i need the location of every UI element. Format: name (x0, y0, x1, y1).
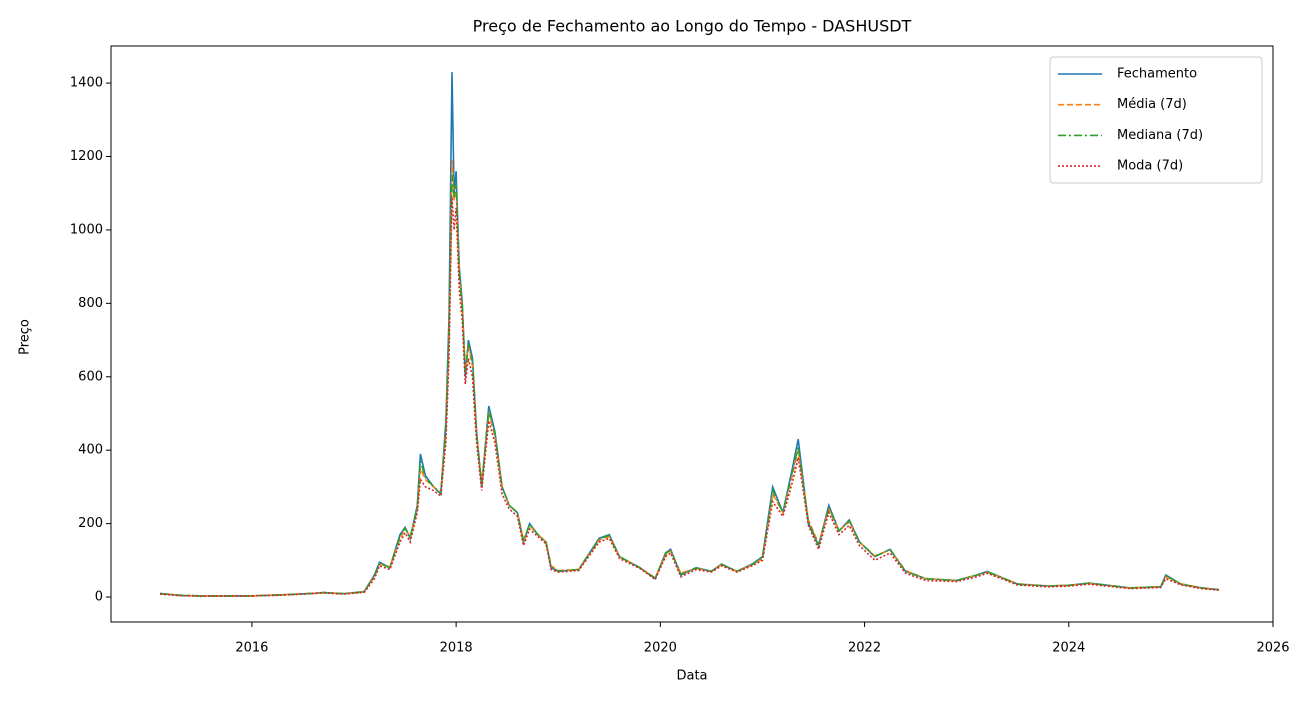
x-tick-label: 2024 (1052, 641, 1085, 656)
y-tick-label: 400 (78, 443, 103, 458)
y-tick-label: 800 (78, 296, 103, 311)
y-tick-label: 600 (78, 369, 103, 384)
y-tick-label: 1000 (70, 222, 103, 237)
y-tick-label: 1200 (70, 149, 103, 164)
legend-label: Fechamento (1117, 67, 1197, 82)
series-line (159, 174, 1219, 597)
axes-frame (110, 45, 1274, 623)
x-tick-label: 2018 (440, 641, 473, 656)
series-line (159, 196, 1219, 598)
x-tick-label: 2022 (848, 641, 881, 656)
legend-label: Moda (7d) (1117, 159, 1183, 174)
x-axis-label: Data (676, 669, 707, 684)
x-tick-label: 2016 (235, 641, 268, 656)
legend-label: Média (7d) (1117, 97, 1187, 112)
x-tick-label: 2026 (1256, 641, 1289, 656)
chart-title: Preço de Fechamento ao Longo do Tempo - … (473, 17, 912, 36)
y-axis-label: Preço (18, 319, 33, 355)
y-tick-label: 1400 (70, 76, 103, 91)
legend-box (1049, 56, 1263, 184)
y-tick-label: 0 (95, 590, 103, 605)
y-tick-label: 200 (78, 516, 103, 531)
x-tick-label: 2020 (644, 641, 677, 656)
legend-label: Mediana (7d) (1117, 128, 1203, 143)
series-line (159, 160, 1219, 597)
